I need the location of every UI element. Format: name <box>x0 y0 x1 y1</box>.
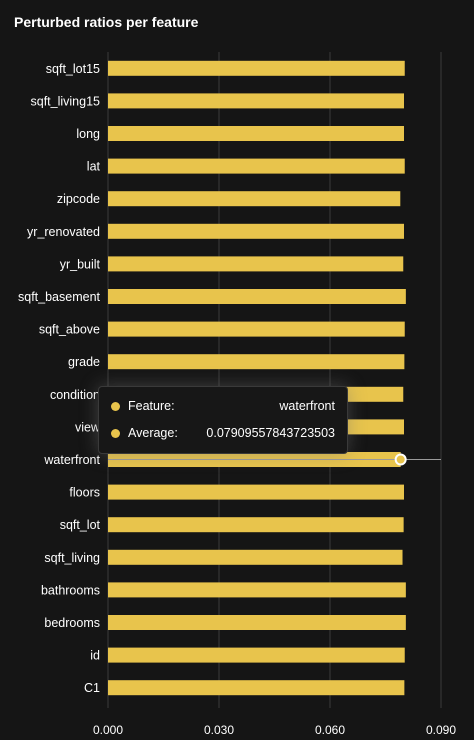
bar[interactable] <box>108 321 405 337</box>
bar[interactable] <box>108 615 406 630</box>
category-label: sqft_basement <box>18 290 101 304</box>
tooltip-average-label: Average: <box>128 426 178 440</box>
chart-title: Perturbed ratios per feature <box>14 14 199 30</box>
category-label: zipcode <box>57 192 100 206</box>
tooltip-feature-row: Feature: waterfront <box>111 397 335 415</box>
category-label: long <box>76 127 100 141</box>
category-label: floors <box>69 486 100 500</box>
tooltip-feature-value: waterfront <box>279 399 335 413</box>
category-label: id <box>90 649 100 663</box>
bar[interactable] <box>108 484 404 500</box>
category-label: sqft_lot15 <box>46 62 100 76</box>
category-label: sqft_lot <box>60 518 101 532</box>
x-tick-label: 0.030 <box>204 723 234 737</box>
bar[interactable] <box>108 354 405 370</box>
bar[interactable] <box>108 126 404 141</box>
bars <box>108 60 406 696</box>
tooltip-feature-swatch <box>111 401 120 411</box>
tooltip-average-value: 0.07909557843723503 <box>206 426 335 440</box>
bar[interactable] <box>108 549 403 565</box>
bar[interactable] <box>108 517 404 533</box>
category-label: yr_renovated <box>27 225 100 239</box>
tooltip: Feature: waterfront Average: 0.079095578… <box>98 386 348 454</box>
category-label: condition <box>50 388 100 402</box>
category-label: yr_built <box>60 257 101 271</box>
bar[interactable] <box>108 256 404 272</box>
category-label: C1 <box>84 681 100 695</box>
category-label: bathrooms <box>41 583 100 597</box>
x-axis-ticks: 0.000 0.030 0.060 0.090 <box>93 723 456 737</box>
x-tick-label: 0.090 <box>426 723 456 737</box>
tooltip-feature-label: Feature: <box>128 399 175 413</box>
category-label: lat <box>87 160 101 174</box>
bar[interactable] <box>108 93 404 109</box>
grid-lines <box>107 52 442 708</box>
category-label: view <box>75 420 101 434</box>
x-tick-label: 0.000 <box>93 723 123 737</box>
bar[interactable] <box>108 158 405 174</box>
tooltip-average-row: Average: 0.07909557843723503 <box>111 424 335 442</box>
category-label: waterfront <box>43 453 100 467</box>
hover-point[interactable] <box>394 453 407 466</box>
bar[interactable] <box>108 582 406 598</box>
category-label: sqft_above <box>39 323 100 337</box>
bar[interactable] <box>108 680 405 696</box>
bar[interactable] <box>108 223 404 239</box>
bar[interactable] <box>108 191 401 207</box>
category-label: bedrooms <box>44 616 100 630</box>
bar[interactable] <box>108 60 405 76</box>
bar[interactable] <box>108 647 405 663</box>
hover-indicator <box>108 453 441 466</box>
tooltip-average-swatch <box>111 428 120 438</box>
x-tick-label: 0.060 <box>315 723 345 737</box>
bar[interactable] <box>108 289 406 304</box>
category-label: sqft_living <box>44 551 100 565</box>
category-label: grade <box>68 355 100 369</box>
category-label: sqft_living15 <box>31 94 101 108</box>
